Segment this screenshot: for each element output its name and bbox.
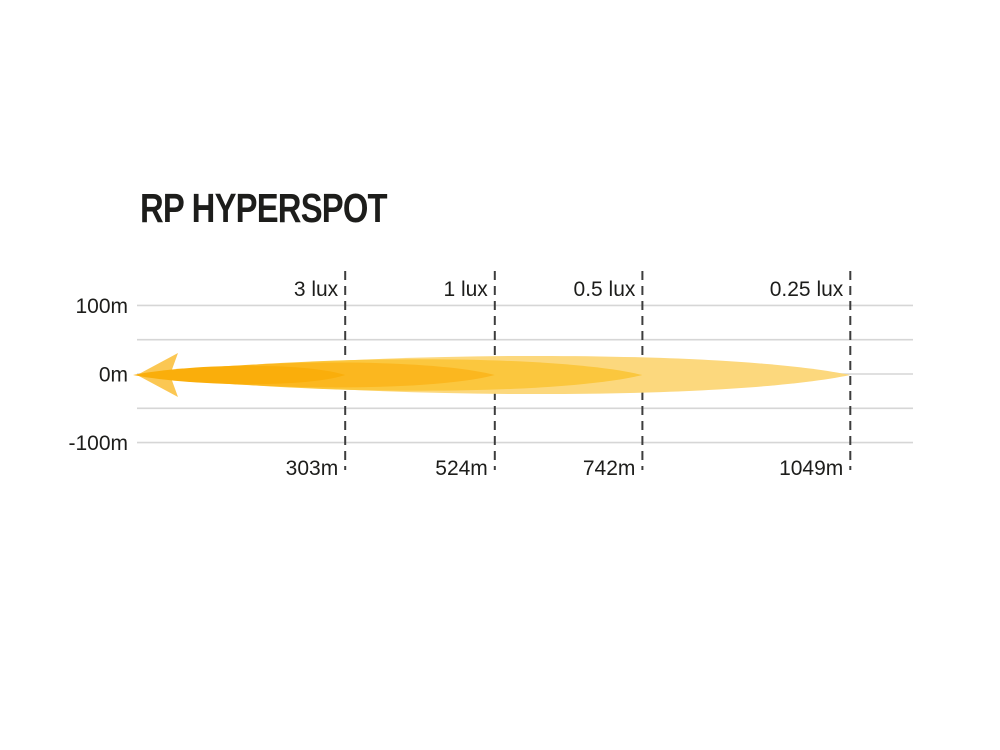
chart-title: RP HYPERSPOT: [140, 185, 388, 231]
lux-label-3: 0.25 lux: [770, 278, 844, 301]
y-axis-label-1: 0m: [99, 364, 128, 387]
distance-label-1: 524m: [435, 457, 488, 480]
lux-label-2: 0.5 lux: [574, 278, 636, 301]
y-axis-label-2: -100m: [68, 432, 128, 455]
y-axis-label-0: 100m: [75, 295, 128, 318]
lux-label-0: 3 lux: [294, 278, 339, 301]
distance-label-0: 303m: [286, 457, 339, 480]
distance-label-2: 742m: [583, 457, 636, 480]
beam-zone-3lux: [133, 365, 346, 385]
lux-label-1: 1 lux: [443, 278, 488, 301]
distance-label-3: 1049m: [779, 457, 843, 480]
